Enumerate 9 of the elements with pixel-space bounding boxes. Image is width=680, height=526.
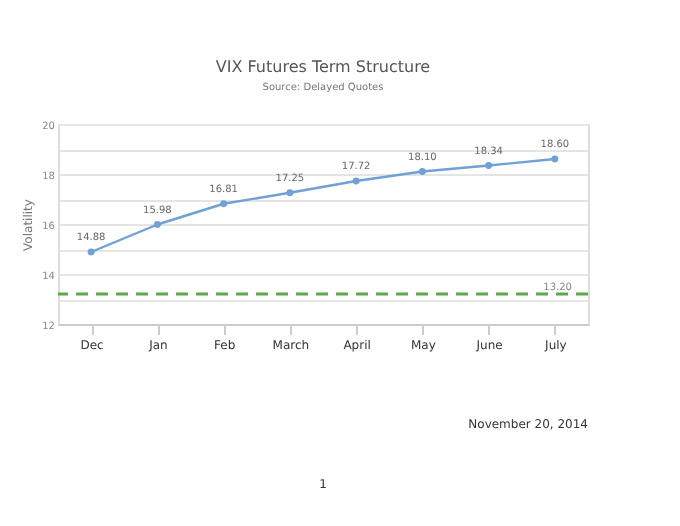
point (286, 189, 294, 197)
point (153, 221, 161, 228)
point (551, 155, 559, 163)
point (485, 162, 493, 169)
point (352, 177, 360, 185)
point (418, 168, 426, 175)
point (87, 248, 95, 256)
chart-title: VIX Futures Term Structure (215, 58, 431, 76)
point (220, 200, 228, 208)
